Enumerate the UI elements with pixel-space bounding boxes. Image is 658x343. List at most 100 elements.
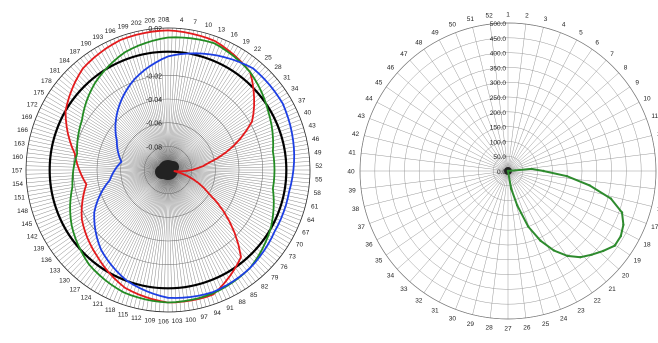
radial-tick-label: 0.02 — [148, 26, 162, 33]
angular-tick-label: 169 — [21, 114, 32, 121]
angular-tick-label: 8 — [624, 64, 628, 71]
radial-tick-label: -0.02 — [146, 73, 162, 80]
radial-tick-label: 300.0 — [490, 80, 507, 87]
angular-tick-label: 35 — [375, 258, 383, 265]
angular-tick-label: 43 — [358, 113, 366, 120]
angular-tick-label: 2 — [525, 13, 529, 20]
angular-tick-label: 52 — [315, 163, 323, 170]
angular-tick-label: 157 — [12, 168, 23, 175]
angular-tick-label: 22 — [594, 298, 602, 305]
angular-tick-label: 100 — [185, 317, 196, 324]
angular-tick-label: 11 — [651, 113, 658, 120]
angular-tick-label: 1 — [166, 17, 170, 24]
angular-tick-label: 40 — [347, 169, 355, 176]
angular-tick-label: 148 — [17, 208, 28, 215]
angular-tick-label: 16 — [230, 32, 238, 39]
angular-tick-label: 37 — [358, 224, 366, 231]
angular-tick-label: 4 — [562, 22, 566, 29]
grid-ring — [492, 155, 524, 187]
angular-tick-label: 46 — [387, 64, 395, 71]
angular-tick-label: 124 — [81, 294, 92, 301]
angular-tick-label: 31 — [431, 308, 439, 315]
angular-tick-label: 151 — [14, 195, 25, 202]
data-point — [565, 174, 569, 178]
radial-tick-label: -0.04 — [146, 97, 162, 104]
angular-tick-label: 19 — [243, 38, 251, 45]
angular-tick-label: 1 — [506, 12, 510, 19]
angular-tick-label: 34 — [291, 86, 299, 93]
angular-tick-label: 38 — [352, 206, 360, 213]
angular-tick-label: 10 — [643, 96, 651, 103]
angular-tick-label: 10 — [205, 22, 213, 29]
polar-chart-left: 0.02 -0.02 -0.04 -0.06 -0.08 1 4 7 10 13 16 19 22 25 2… — [12, 17, 323, 326]
data-point — [527, 225, 530, 228]
angular-tick-label: 121 — [92, 301, 103, 308]
outer-ring — [359, 22, 657, 320]
angular-tick-label: 97 — [201, 314, 209, 321]
grid-ring — [120, 122, 216, 218]
angular-tick-label: 175 — [33, 89, 44, 96]
data-point — [622, 223, 625, 226]
angular-tick-label: 32 — [415, 298, 423, 305]
angular-tick-label: 130 — [59, 277, 70, 284]
grid-ring — [418, 81, 598, 261]
angular-tick-label: 39 — [349, 187, 357, 194]
angular-tick-label: 82 — [261, 283, 269, 290]
angular-tick-label: 25 — [265, 54, 273, 61]
angular-tick-label: 46 — [312, 136, 320, 143]
angular-tick-label: 70 — [296, 242, 304, 249]
data-point — [620, 211, 624, 214]
angular-tick-label: 199 — [118, 23, 129, 30]
radial-tick-label: 50.0 — [493, 154, 506, 161]
angular-tick-label: 19 — [634, 258, 642, 265]
angular-tick-label: 106 — [158, 318, 169, 325]
grid-ring — [433, 96, 583, 246]
data-point — [619, 234, 622, 238]
angular-tick-label: 9 — [635, 79, 639, 86]
angular-tick-label: 50 — [449, 22, 457, 29]
center-blob — [167, 161, 179, 173]
center-blob — [155, 165, 169, 179]
angular-tick-label: 61 — [311, 204, 319, 211]
angular-tick-label: 23 — [577, 308, 585, 315]
angular-tick-label: 79 — [271, 274, 279, 281]
data-point — [602, 249, 605, 253]
angular-tick-label: 64 — [307, 217, 315, 224]
angular-tick-label: 48 — [415, 39, 423, 46]
angular-tick-label: 21 — [608, 286, 616, 293]
radial-tick-label: 150.0 — [490, 125, 507, 132]
angular-tick-label: 25 — [542, 321, 550, 328]
angular-tick-label: 205 — [144, 18, 155, 25]
angular-tick-label: 27 — [504, 326, 512, 333]
data-point — [588, 184, 591, 187]
radial-tick-label: 100.0 — [490, 139, 507, 146]
angular-tick-label: 178 — [41, 78, 52, 85]
radial-tick-label: -0.06 — [146, 121, 162, 128]
angular-tick-label: 154 — [12, 181, 23, 188]
angular-tick-label: 3 — [544, 16, 548, 23]
angular-tick-label: 142 — [27, 234, 38, 241]
angular-tick-label: 136 — [41, 257, 52, 264]
radial-tick-label: 200.0 — [490, 110, 507, 117]
data-point — [566, 254, 569, 258]
angular-tick-label: 73 — [289, 253, 297, 260]
angular-tick-label: 112 — [131, 315, 142, 322]
series-line — [69, 36, 276, 304]
angular-tick-label: 109 — [144, 317, 155, 324]
angular-tick-label: 115 — [118, 312, 129, 319]
angular-tick-label: 5 — [579, 29, 583, 36]
angular-tick-label: 187 — [69, 49, 80, 56]
angular-tick-label: 55 — [315, 177, 323, 184]
data-point — [509, 187, 513, 190]
data-point — [552, 249, 556, 252]
angular-tick-label: 7 — [193, 19, 197, 26]
angular-tick-label: 58 — [314, 190, 322, 197]
radial-tick-label: 400.0 — [490, 51, 507, 58]
angular-tick-label: 18 — [643, 241, 651, 248]
angular-tick-label: 6 — [595, 39, 599, 46]
angular-tick-label: 33 — [400, 286, 408, 293]
angular-tick-label: 172 — [27, 101, 38, 108]
angular-tick-label: 31 — [283, 74, 291, 81]
angular-tick-label: 28 — [485, 324, 493, 331]
radial-tick-label: 250.0 — [490, 95, 507, 102]
